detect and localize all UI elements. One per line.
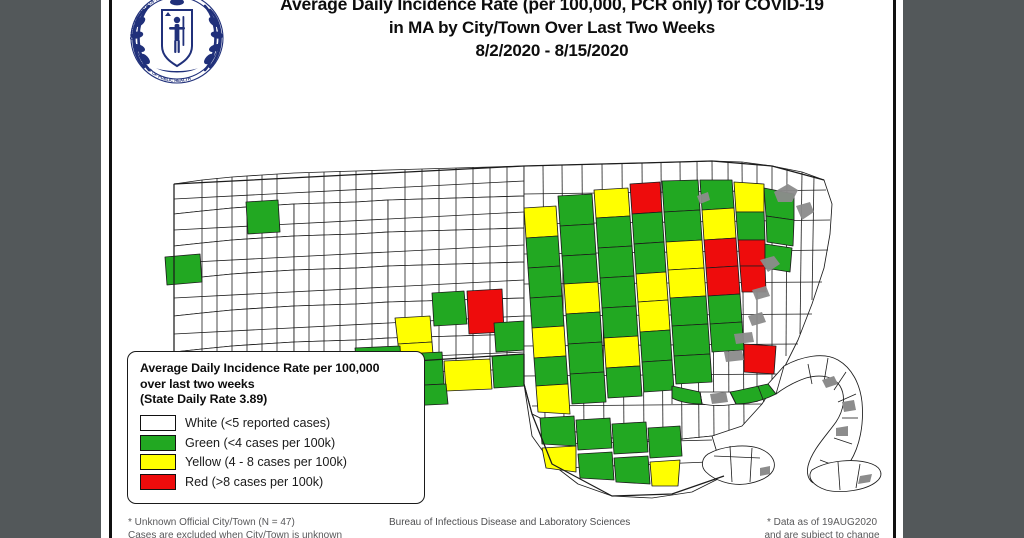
colored-towns-east bbox=[523, 179, 795, 487]
legend-row-red: Red (>8 cases per 100k) bbox=[140, 472, 412, 492]
title-block: Massachusetts Department of Public Healt… bbox=[222, 0, 882, 62]
footer-right-line-2: and are subject to change bbox=[764, 529, 880, 538]
ma-dph-seal-icon: COMMONWEALTH OF MASSACHUSETTS DEPARTMENT… bbox=[118, 0, 236, 86]
footer-left-line-1: * Unknown Official City/Town (N = 47) bbox=[128, 517, 295, 528]
page-header: COMMONWEALTH OF MASSACHUSETTS DEPARTMENT… bbox=[112, 0, 893, 86]
legend-title-line-3: (State Daily Rate 3.89) bbox=[140, 392, 268, 406]
legend-row-white: White (<5 reported cases) bbox=[140, 414, 412, 434]
cape-shoreline-shading bbox=[710, 376, 856, 436]
legend-swatch-yellow bbox=[140, 454, 176, 471]
page-margin-right bbox=[896, 0, 903, 538]
legend-swatch-red bbox=[140, 473, 176, 490]
legend-swatch-white bbox=[140, 415, 176, 432]
footer-note-right: * Data as of 19AUG2020 and are subject t… bbox=[747, 517, 893, 538]
footer-right-line-1: * Data as of 19AUG2020 bbox=[766, 517, 878, 528]
footer-note-left: * Unknown Official City/Town (N = 47) Ca… bbox=[128, 517, 342, 538]
legend-title-line-1: Average Daily Incidence Rate per 100,000 bbox=[140, 361, 380, 375]
coastline-shading bbox=[697, 184, 814, 362]
page-border-right bbox=[893, 0, 896, 538]
legend-row-yellow: Yellow (4 - 8 cases per 100k) bbox=[140, 453, 412, 473]
town-group-west-white bbox=[173, 165, 525, 383]
legend-label-yellow: Yellow (4 - 8 cases per 100k) bbox=[185, 455, 347, 470]
footer-bureau-credit: Bureau of Infectious Disease and Laborat… bbox=[389, 517, 631, 528]
page-title-line-2: in MA by City/Town Over Last Two Weeks bbox=[388, 18, 716, 37]
viewer-gutter-right bbox=[903, 0, 1024, 538]
legend-label-white: White (<5 reported cases) bbox=[185, 416, 331, 431]
legend-swatch-green bbox=[140, 434, 176, 451]
legend-label-red: Red (>8 cases per 100k) bbox=[185, 474, 324, 489]
page-title-line-1: Average Daily Incidence Rate (per 100,00… bbox=[280, 0, 824, 14]
legend-label-green: Green (<4 cases per 100k) bbox=[185, 435, 336, 450]
legend-row-green: Green (<4 cases per 100k) bbox=[140, 433, 412, 453]
legend-rows: White (<5 reported cases) Green (<4 case… bbox=[140, 414, 412, 492]
page-title-date-range: 8/2/2020 - 8/15/2020 bbox=[475, 41, 629, 60]
document-page: COMMONWEALTH OF MASSACHUSETTS DEPARTMENT… bbox=[112, 0, 893, 538]
legend-title-line-2: over last two weeks bbox=[140, 376, 255, 391]
footer-left-line-2: Cases are excluded when City/Town is unk… bbox=[128, 529, 342, 538]
page-border-left bbox=[109, 0, 112, 538]
marthas-vineyard bbox=[701, 445, 775, 485]
map-legend: Average Daily Incidence Rate per 100,000… bbox=[127, 351, 425, 504]
viewer-gutter-left bbox=[0, 0, 101, 538]
page-margin-left bbox=[101, 0, 109, 538]
nantucket bbox=[809, 460, 882, 492]
